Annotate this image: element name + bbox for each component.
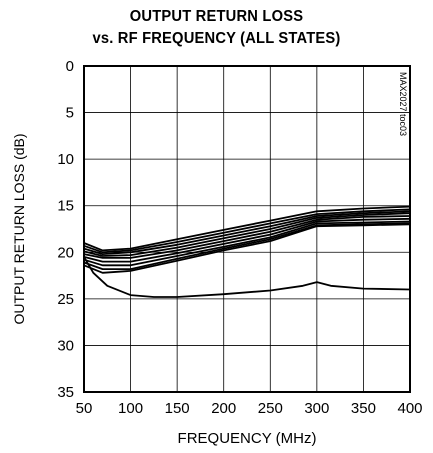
- series-group: [83, 205, 411, 298]
- series-line-9: [83, 223, 411, 274]
- x-tick-label: 50: [76, 400, 93, 417]
- y-tick-label: 20: [57, 244, 74, 261]
- chart-title-line-2: vs. RF FREQUENCY (ALL STATES): [92, 30, 341, 47]
- y-tick-label: 5: [66, 105, 74, 122]
- y-tick-label: 25: [57, 291, 74, 308]
- plot-frame: [83, 65, 411, 393]
- y-tick-label: 35: [57, 384, 74, 401]
- series-line-10: [83, 256, 411, 298]
- x-tick-label: 350: [351, 400, 376, 417]
- x-tick-label: 300: [304, 400, 329, 417]
- series-line-5: [83, 215, 411, 259]
- watermark: MAX2027 toc03: [398, 72, 408, 136]
- series-line-6: [83, 217, 411, 263]
- series-line-2: [83, 208, 411, 254]
- chart-title-line-1: OUTPUT RETURN LOSS: [129, 8, 304, 25]
- x-tick-label: 200: [211, 400, 236, 417]
- x-tick-label: 100: [118, 400, 143, 417]
- x-tick-label: 400: [397, 400, 422, 417]
- y-tick-label: 0: [66, 58, 74, 75]
- x-tick-label: 250: [258, 400, 283, 417]
- y-tick-label: 15: [57, 198, 74, 215]
- grid: [84, 66, 410, 392]
- series-line-3: [83, 210, 411, 255]
- y-tick-label: 30: [57, 337, 74, 354]
- series-line-7: [83, 220, 411, 267]
- series-line-8: [83, 222, 411, 270]
- x-tick-label: 150: [165, 400, 190, 417]
- tick-labels: 50 100 150 200 250 300 350 400 0 5 10 15 20 25 30 35: [57, 58, 422, 417]
- y-tick-label: 10: [57, 151, 74, 168]
- y-axis-label: OUTPUT RETURN LOSS (dB): [11, 133, 27, 324]
- series-line-1: [83, 205, 411, 252]
- series-line-4: [83, 212, 411, 257]
- x-axis-label: FREQUENCY (MHz): [178, 430, 317, 447]
